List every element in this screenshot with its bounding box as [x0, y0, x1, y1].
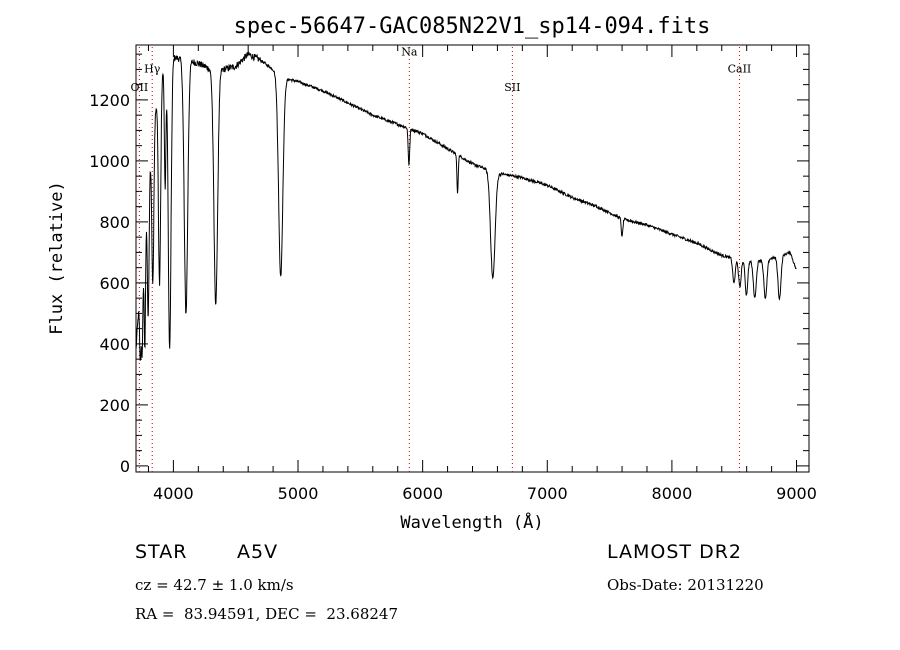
chart-title: spec-56647-GAC085N22V1_sp14-094.fits: [234, 14, 711, 39]
y-tick-label: 1200: [89, 91, 130, 110]
line-marker-label: OII: [131, 81, 149, 94]
obs-date-line: Obs-Date: 20131220: [607, 576, 764, 594]
line-marker-label: SII: [504, 81, 520, 94]
coords-line: RA = 83.94591, DEC = 23.68247: [135, 605, 399, 623]
line-marker-label: CaII: [728, 62, 752, 75]
x-tick-label: 9000: [776, 484, 817, 503]
redshift-line: cz = 42.7 ± 1.0 km/s: [135, 576, 294, 594]
y-tick-label: 600: [99, 274, 130, 293]
x-tick-label: 8000: [652, 484, 693, 503]
line-markers: OII Hγ Na SII CaII: [131, 45, 752, 472]
survey-name: LAMOST DR2: [607, 541, 742, 563]
line-marker-label: Na: [401, 46, 418, 59]
x-tick-label: 5000: [278, 484, 319, 503]
x-axis-label: Wavelength (Å): [400, 511, 543, 533]
line-marker-label: Hγ: [144, 62, 161, 75]
object-type: STAR: [135, 541, 188, 563]
y-tick-label: 800: [99, 213, 130, 232]
axis-ticks: 4000 5000 6000 7000 8000 9000 0 200 400 600 800 100…: [89, 45, 817, 503]
spectrum-line: [135, 50, 797, 361]
y-tick-label: 400: [99, 335, 130, 354]
y-tick-label: 1000: [89, 152, 130, 171]
x-tick-label: 4000: [153, 484, 194, 503]
x-tick-label: 6000: [402, 484, 443, 503]
y-tick-label: 0: [120, 457, 130, 476]
plot-frame: [135, 44, 810, 473]
x-tick-label: 7000: [527, 484, 568, 503]
spectral-class: A5V: [237, 541, 279, 563]
y-tick-label: 200: [99, 396, 130, 415]
y-axis-label: Flux (relative): [47, 181, 67, 335]
